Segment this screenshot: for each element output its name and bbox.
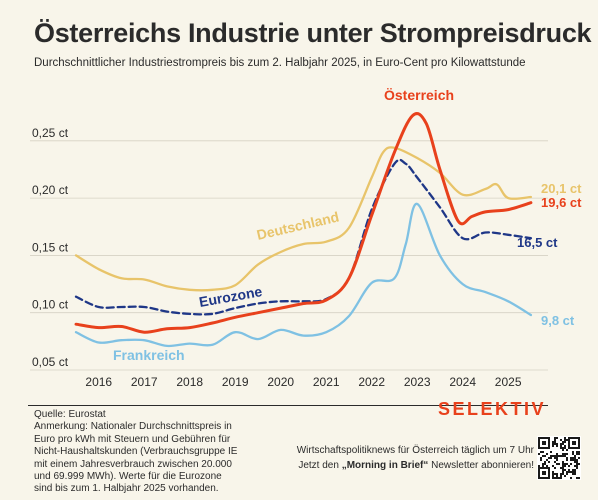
series-line-eurozone: [74, 158, 533, 316]
x-tick-label: 2022: [358, 375, 385, 389]
x-tick-label: 2020: [267, 375, 294, 389]
end-label-deutschland: 20,1 ct: [541, 181, 582, 196]
chart-subtitle: Durchschnittlicher Industriestrompreis b…: [34, 57, 526, 69]
source-line: sind bis zum 1. Halbjahr 2025 vorhanden.: [34, 483, 219, 495]
brand-logo: SELEKTIV: [437, 399, 546, 419]
y-tick-label: 0,05 ct: [32, 355, 69, 369]
newsletter-cta: Wirtschaftspolitiknews für Österreich tä…: [274, 443, 534, 473]
line-chart: 0,05 ct 0,10 ct 0,15 ct 0,20 ct 0,25 ct 2016…: [30, 87, 582, 389]
y-tick-label: 0,25 ct: [32, 126, 69, 140]
end-label-eurozone: 16,5 ct: [517, 235, 558, 250]
x-tick-label: 2017: [131, 375, 158, 389]
series-labels: Deutschland Österreich Eurozone Frankrei…: [113, 87, 582, 363]
x-tick-label: 2021: [313, 375, 340, 389]
cta-prefix: Jetzt den: [298, 460, 342, 471]
series-line-deutschland: [74, 146, 533, 292]
end-label-oesterreich: 19,6 ct: [541, 195, 582, 210]
cta-line-1: Wirtschaftspolitiknews für Österreich tä…: [296, 445, 534, 456]
cta-suffix: Newsletter abonnieren!: [428, 460, 534, 471]
footer-divider: [28, 405, 548, 406]
source-line: mit einem Jahresverbrauch zwischen 20.00…: [34, 458, 232, 470]
source-line: Nicht-Haushaltskunden (Verbrauchsgruppe …: [34, 446, 238, 458]
series-line-frankreich: [74, 202, 533, 348]
source-note: Quelle: Eurostat Anmerkung: Nationaler Du…: [34, 409, 279, 496]
x-tick-label: 2019: [222, 375, 249, 389]
cta-newsletter-name: „Morning in Brief“: [341, 460, 429, 471]
chart-title: Österreichs Industrie unter Strompreisdr…: [34, 18, 592, 48]
series-line-oesterreich: [74, 112, 533, 334]
chart-grid: [30, 140, 548, 371]
x-tick-label: 2018: [176, 375, 203, 389]
source-line: Anmerkung: Nationaler Durchschnittspreis…: [34, 421, 232, 433]
y-tick-label: 0,10 ct: [32, 298, 69, 312]
x-tick-label: 2024: [449, 375, 476, 389]
series-label-deutschland: Deutschland: [255, 208, 340, 242]
qr-code-icon[interactable]: [537, 436, 581, 480]
x-axis-ticks: 2016 2017 2018 2019 2020 2021 2022 2023 2024 2025: [85, 375, 521, 389]
cta-line-2: Jetzt den „Morning in Brief“ Newsletter …: [274, 458, 534, 473]
series-label-frankreich: Frankreich: [113, 347, 185, 363]
source-line: und 69.999 MWh). Werte für die Eurozone: [34, 471, 222, 483]
x-tick-label: 2025: [495, 375, 522, 389]
x-tick-label: 2023: [404, 375, 431, 389]
y-axis-ticks: 0,05 ct 0,10 ct 0,15 ct 0,20 ct 0,25 ct: [32, 126, 69, 369]
end-label-frankreich: 9,8 ct: [541, 313, 575, 328]
series-lines: [74, 112, 533, 348]
y-tick-label: 0,20 ct: [32, 183, 69, 197]
source-line: Quelle: Eurostat: [34, 409, 106, 420]
series-label-oesterreich: Österreich: [384, 87, 454, 103]
x-tick-label: 2016: [85, 375, 112, 389]
source-line: Euro pro kWh mit Steuern und Gebühren fü…: [34, 433, 231, 445]
y-tick-label: 0,15 ct: [32, 240, 69, 254]
